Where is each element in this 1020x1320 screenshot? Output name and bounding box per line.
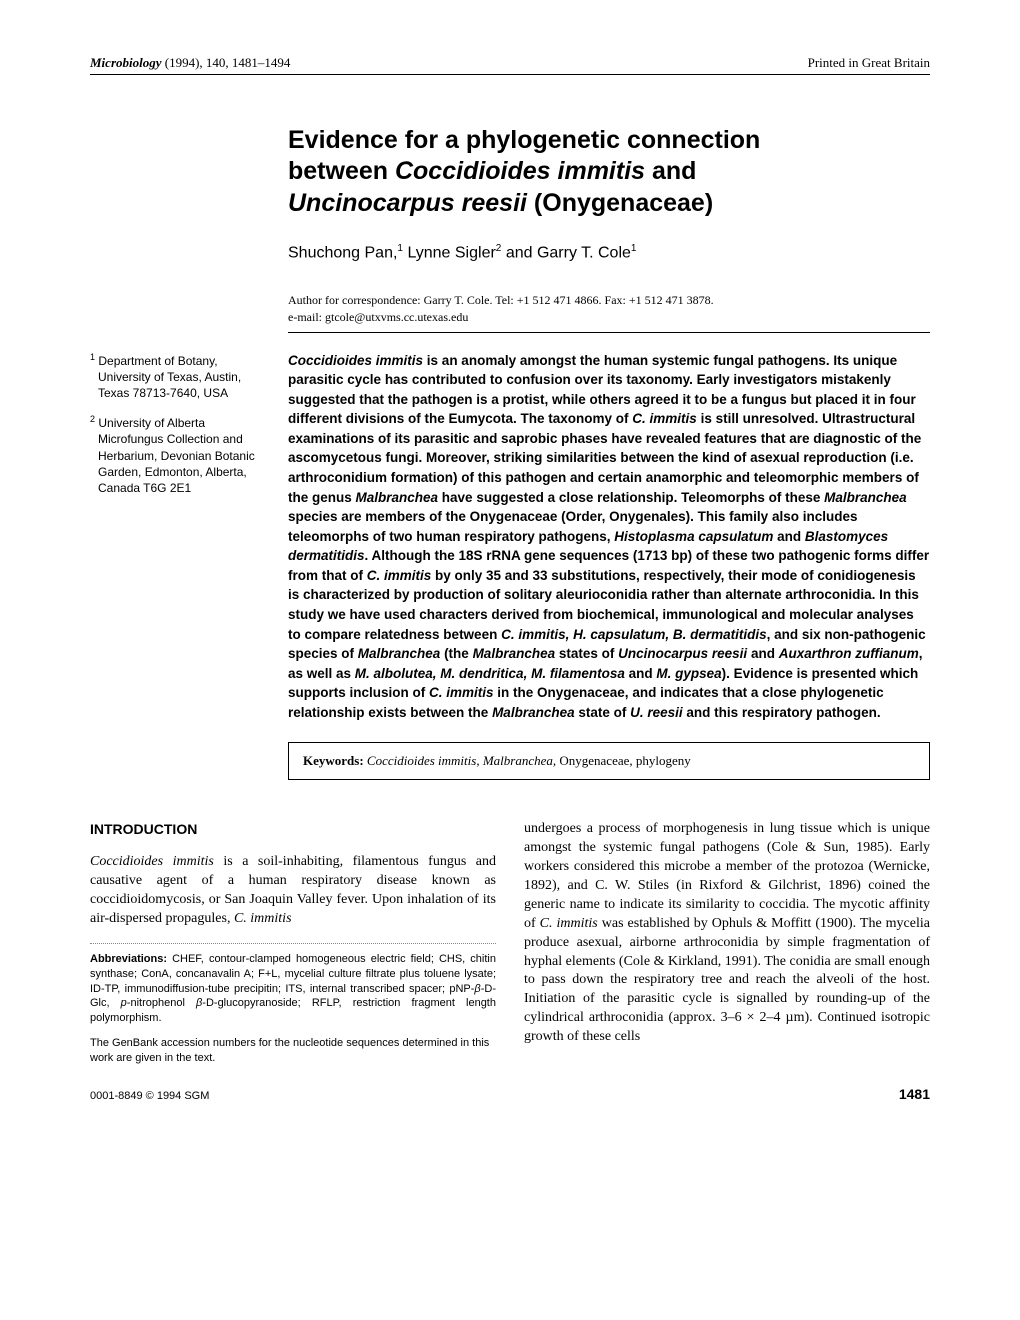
author-3-affil: 1 [631, 243, 637, 254]
abstract-text: Coccidioides immitis is an anomaly among… [288, 351, 930, 723]
abs-t17: and this respiratory pathogen. [683, 705, 881, 720]
introduction-section: INTRODUCTION Coccidioides immitis is a s… [90, 820, 930, 1065]
affiliation-2: 2 University of Alberta Microfungus Coll… [90, 413, 270, 496]
intro-paragraph-left: Coccidioides immitis is a soil-inhabitin… [90, 853, 496, 929]
keywords-label: Keywords: [303, 753, 364, 768]
abs-i15: C. immitis [429, 685, 494, 700]
author-3: and Garry T. Cole [506, 244, 631, 261]
affiliations-column: 1 Department of Botany, University of Te… [90, 351, 270, 723]
intro-left-i1: Coccidioides immitis [90, 854, 214, 869]
abs-i2: C. immitis [632, 411, 697, 426]
divider-rule [288, 332, 930, 333]
intro-left-i2: C. immitis [234, 911, 292, 926]
intro-right-t1: undergoes a process of morphogenesis in … [524, 821, 930, 930]
title-line3-italic: Uncinocarpus reesii [288, 189, 527, 217]
footer-copyright: 0001-8849 © 1994 SGM [90, 1090, 209, 1102]
abbr-c: -nitrophenol [127, 997, 196, 1009]
abs-t10: states of [555, 646, 618, 661]
abs-i9: Malbranchea [358, 646, 441, 661]
abs-t5: and [773, 529, 805, 544]
author-1-affil: 1 [397, 243, 403, 254]
abs-t3: have suggested a close relationship. Tel… [438, 490, 824, 505]
abs-i1: Coccidioides immitis [288, 353, 423, 368]
abs-i12: Auxarthron zuffianum [779, 646, 919, 661]
affil-2-text: University of Alberta Microfungus Collec… [95, 416, 255, 495]
article-title: Evidence for a phylogenetic connection b… [288, 125, 930, 219]
abs-i17: U. reesii [630, 705, 683, 720]
affil-1-text: Department of Botany, University of Texa… [95, 354, 241, 400]
author-2: Lynne Sigler [407, 244, 495, 261]
citation-text: (1994), 140, 1481–1494 [162, 55, 291, 70]
abs-i5: Histoplasma capsulatum [614, 529, 773, 544]
keywords-rest: Onygenaceae, phylogeny [556, 753, 691, 768]
title-line2a: between [288, 157, 395, 185]
page-number: 1481 [899, 1086, 930, 1102]
keywords-italic: Coccidioides immitis, Malbranchea, [364, 753, 556, 768]
author-1: Shuchong Pan, [288, 244, 397, 261]
abs-t11: and [747, 646, 779, 661]
abs-i16: Malbranchea [492, 705, 575, 720]
journal-name: Microbiology [90, 55, 162, 70]
printed-in: Printed in Great Britain [808, 55, 930, 71]
intro-paragraph-right: undergoes a process of morphogenesis in … [524, 820, 930, 1047]
title-line3b: (Onygenaceae) [527, 189, 713, 217]
dotted-divider [90, 943, 496, 944]
abs-i13: M. albolutea, M. dendritica, M. filament… [355, 666, 625, 681]
abs-i4: Malbranchea [824, 490, 907, 505]
abs-i10: Malbranchea [473, 646, 556, 661]
keywords-box: Keywords: Coccidioides immitis, Malbranc… [288, 742, 930, 780]
abbreviations-block: Abbreviations: CHEF, contour-clamped hom… [90, 952, 496, 1026]
intro-right-t2: was established by Ophuls & Moffitt (190… [524, 916, 930, 1044]
abs-t9: (the [440, 646, 472, 661]
genbank-note: The GenBank accession numbers for the nu… [90, 1036, 496, 1066]
page-footer: 0001-8849 © 1994 SGM 1481 [90, 1086, 930, 1102]
intro-right-column: undergoes a process of morphogenesis in … [524, 820, 930, 1065]
author-2-affil: 2 [496, 243, 502, 254]
abs-t13: and [625, 666, 657, 681]
running-header: Microbiology (1994), 140, 1481–1494 Prin… [90, 55, 930, 75]
title-line2-italic: Coccidioides immitis [395, 157, 645, 185]
abs-t16: state of [575, 705, 631, 720]
abstract-row: 1 Department of Botany, University of Te… [90, 351, 930, 723]
correspondence-line2: e-mail: gtcole@utxvms.cc.utexas.edu [288, 309, 930, 326]
abs-i8: C. immitis, H. capsulatum, B. dermatitid… [501, 627, 767, 642]
correspondence-block: Author for correspondence: Garry T. Cole… [288, 292, 930, 326]
abs-i11: Uncinocarpus reesii [618, 646, 747, 661]
abs-i3: Malbranchea [356, 490, 439, 505]
title-line2b: and [645, 157, 696, 185]
abs-i14: M. gypsea [656, 666, 721, 681]
intro-right-i1: C. immitis [540, 916, 598, 931]
journal-citation: Microbiology (1994), 140, 1481–1494 [90, 55, 290, 71]
abs-i7: C. immitis [367, 568, 432, 583]
page: Microbiology (1994), 140, 1481–1494 Prin… [0, 0, 1020, 1320]
affiliation-1: 1 Department of Botany, University of Te… [90, 351, 270, 402]
title-line1: Evidence for a phylogenetic connection [288, 126, 760, 154]
correspondence-line1: Author for correspondence: Garry T. Cole… [288, 292, 930, 309]
author-list: Shuchong Pan,1 Lynne Sigler2 and Garry T… [288, 243, 930, 262]
intro-left-column: INTRODUCTION Coccidioides immitis is a s… [90, 820, 496, 1065]
abbreviations-label: Abbreviations: [90, 953, 167, 965]
introduction-heading: INTRODUCTION [90, 820, 496, 839]
